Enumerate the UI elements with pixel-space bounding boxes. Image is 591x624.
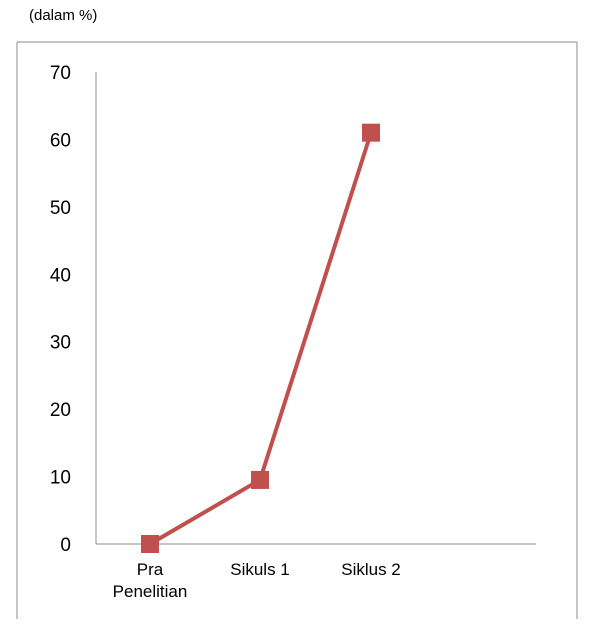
y-tick-label: 70: [50, 63, 71, 84]
y-tick-label: 40: [50, 265, 71, 286]
y-tick-label: 0: [60, 535, 71, 556]
y-tick-labels: 0 10 20 30 40 50 60 70: [50, 63, 71, 556]
y-tick-label: 20: [50, 400, 71, 421]
data-point-marker: [362, 123, 380, 142]
axes: [95, 72, 536, 545]
x-tick-label: Pra Penelitian: [113, 560, 188, 601]
x-tick-label-line: Sikuls 1: [230, 560, 290, 579]
data-point-marker: [141, 535, 159, 553]
y-tick-label: 10: [50, 468, 71, 489]
x-tick-label: Siklus 2: [341, 560, 401, 579]
data-point-marker: [251, 470, 269, 489]
y-unit-label: (dalam %): [29, 7, 98, 24]
y-tick-label: 60: [50, 130, 71, 151]
y-tick-label: 30: [50, 333, 71, 354]
x-tick-label: Sikuls 1: [230, 560, 290, 579]
x-tick-label-line: Penelitian: [113, 582, 188, 601]
y-tick-label: 50: [50, 198, 71, 219]
x-tick-labels: Pra Penelitian Sikuls 1 Siklus 2: [113, 560, 401, 601]
x-tick-label-line: Pra: [137, 560, 164, 579]
series-group: [141, 123, 380, 553]
x-tick-label-line: Siklus 2: [341, 560, 401, 579]
